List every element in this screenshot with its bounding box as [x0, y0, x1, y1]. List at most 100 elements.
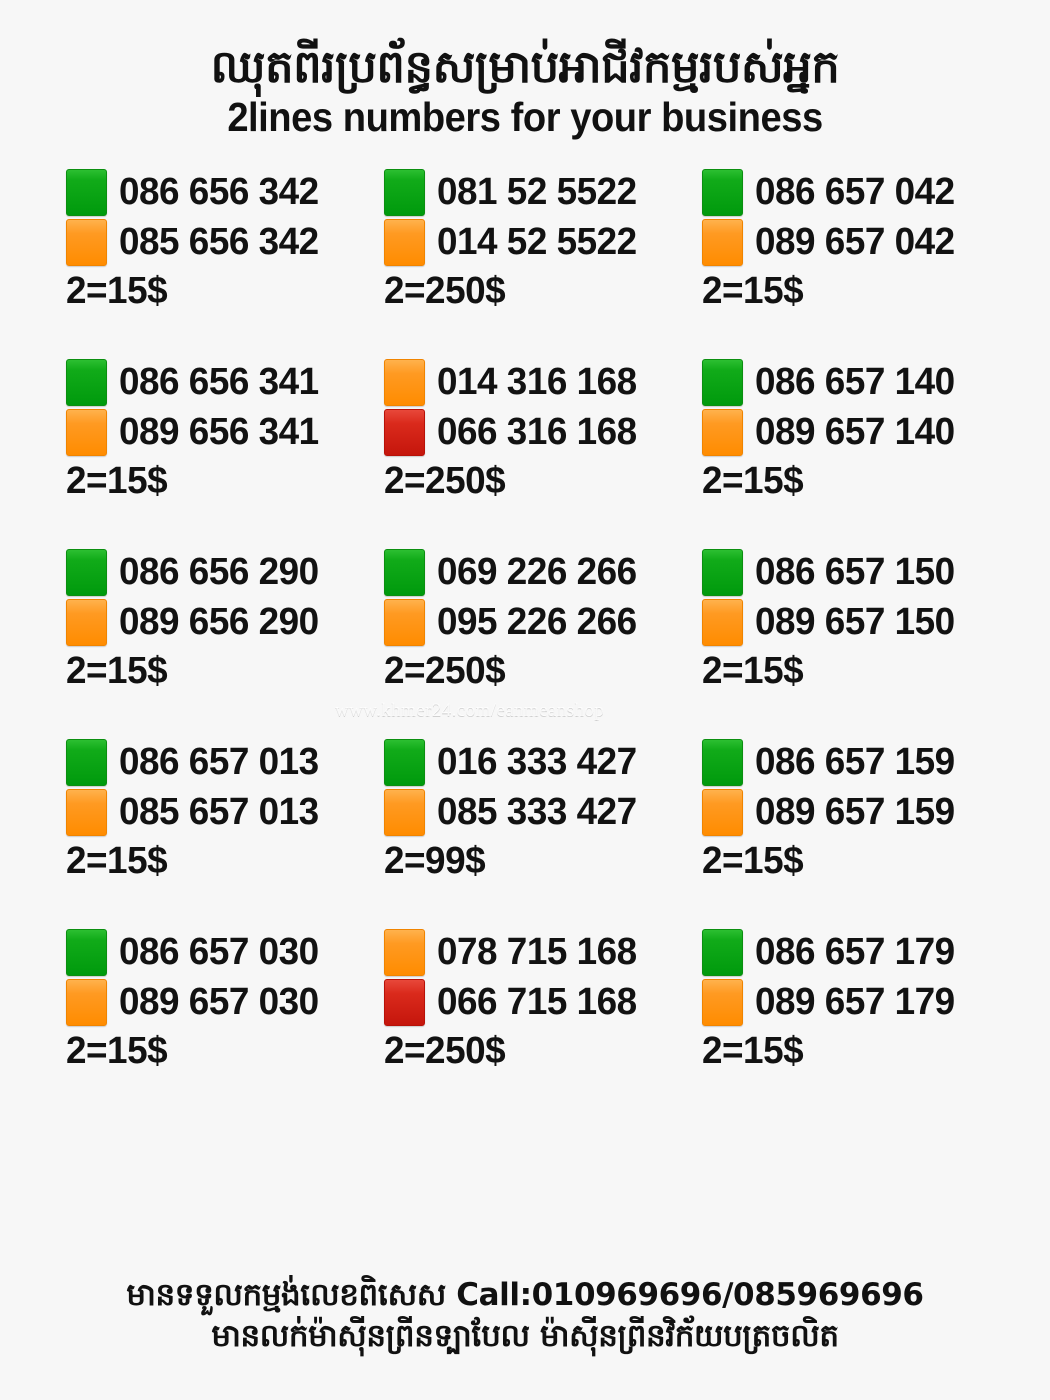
phone-number[interactable]: 089 657 030 — [119, 980, 319, 1023]
phone-number[interactable]: 066 316 168 — [437, 410, 637, 453]
orange-square-icon — [384, 928, 425, 976]
number-line: 086 656 341 — [66, 357, 384, 407]
poster-footer: មានទទួលកម្មង់លេខពិសេស Call:010969696/085… — [0, 1275, 1050, 1400]
phone-number[interactable]: 086 657 140 — [755, 360, 955, 403]
price-label: 2=15$ — [702, 650, 804, 693]
number-cell[interactable]: 016 333 427 085 333 427 2=99$ — [384, 737, 702, 883]
phone-number[interactable]: 081 52 5522 — [437, 170, 637, 213]
number-line: 089 656 290 — [66, 597, 384, 647]
price-label: 2=99$ — [384, 840, 486, 883]
green-square-icon — [66, 548, 107, 596]
phone-number[interactable]: 086 657 150 — [755, 550, 955, 593]
number-line: 066 715 168 — [384, 977, 702, 1027]
number-cell[interactable]: 086 657 159 089 657 159 2=15$ — [702, 737, 1020, 883]
phone-number[interactable]: 089 656 290 — [119, 600, 319, 643]
number-row: 086 656 342 085 656 342 2=15$ 081 52 5522 01… — [66, 167, 984, 313]
number-cell[interactable]: 069 226 266 095 226 266 2=250$ — [384, 547, 702, 693]
number-grid: 086 656 342 085 656 342 2=15$ 081 52 5522 01… — [0, 139, 1050, 1275]
number-line: 086 657 042 — [702, 167, 1020, 217]
number-line: 089 657 159 — [702, 787, 1020, 837]
number-cell[interactable]: 086 657 150 089 657 150 2=15$ — [702, 547, 1020, 693]
number-line: 089 657 140 — [702, 407, 1020, 457]
phone-number[interactable]: 085 333 427 — [437, 790, 637, 833]
number-line: 095 226 266 — [384, 597, 702, 647]
price-label: 2=15$ — [702, 460, 804, 503]
green-square-icon — [384, 738, 425, 786]
number-line: 086 657 159 — [702, 737, 1020, 787]
orange-square-icon — [384, 218, 425, 266]
phone-number[interactable]: 086 656 342 — [119, 170, 319, 213]
number-line: 089 657 030 — [66, 977, 384, 1027]
green-square-icon — [702, 548, 743, 596]
number-cell[interactable]: 086 657 042 089 657 042 2=15$ — [702, 167, 1020, 313]
phone-number[interactable]: 089 657 042 — [755, 220, 955, 263]
number-cell[interactable]: 086 656 341 089 656 341 2=15$ — [66, 357, 384, 503]
orange-square-icon — [66, 408, 107, 456]
green-square-icon — [384, 548, 425, 596]
price-label: 2=15$ — [702, 1030, 804, 1073]
number-row: 086 657 030 089 657 030 2=15$ 078 715 168 06… — [66, 927, 984, 1073]
green-square-icon — [384, 168, 425, 216]
number-line: 014 316 168 — [384, 357, 702, 407]
number-cell[interactable]: 086 656 342 085 656 342 2=15$ — [66, 167, 384, 313]
green-square-icon — [702, 928, 743, 976]
number-line: 086 656 290 — [66, 547, 384, 597]
number-cell[interactable]: 086 657 013 085 657 013 2=15$ — [66, 737, 384, 883]
number-row: 086 656 290 089 656 290 2=15$ 069 226 266 09… — [66, 547, 984, 693]
number-cell[interactable]: 086 657 179 089 657 179 2=15$ — [702, 927, 1020, 1073]
number-cell[interactable]: 014 316 168 066 316 168 2=250$ — [384, 357, 702, 503]
phone-number[interactable]: 089 657 140 — [755, 410, 955, 453]
phone-number[interactable]: 089 656 341 — [119, 410, 319, 453]
number-line: 086 657 140 — [702, 357, 1020, 407]
number-line: 086 656 342 — [66, 167, 384, 217]
orange-square-icon — [702, 408, 743, 456]
phone-number[interactable]: 086 656 341 — [119, 360, 319, 403]
number-cell[interactable]: 086 656 290 089 656 290 2=15$ — [66, 547, 384, 693]
green-square-icon — [66, 738, 107, 786]
footer-contact-line: មានទទួលកម្មង់លេខពិសេស Call:010969696/085… — [126, 1277, 924, 1314]
phone-number[interactable]: 069 226 266 — [437, 550, 637, 593]
phone-number[interactable]: 086 657 030 — [119, 930, 319, 973]
number-line: 016 333 427 — [384, 737, 702, 787]
phone-number[interactable]: 089 657 150 — [755, 600, 955, 643]
phone-number[interactable]: 085 656 342 — [119, 220, 319, 263]
number-line: 089 656 341 — [66, 407, 384, 457]
green-square-icon — [66, 928, 107, 976]
number-cell[interactable]: 081 52 5522 014 52 5522 2=250$ — [384, 167, 702, 313]
number-line: 078 715 168 — [384, 927, 702, 977]
phone-number[interactable]: 086 657 042 — [755, 170, 955, 213]
red-square-icon — [384, 408, 425, 456]
green-square-icon — [702, 168, 743, 216]
orange-square-icon — [384, 598, 425, 646]
phone-number[interactable]: 095 226 266 — [437, 600, 637, 643]
phone-number[interactable]: 089 657 159 — [755, 790, 955, 833]
phone-number[interactable]: 016 333 427 — [437, 740, 637, 783]
price-label: 2=15$ — [66, 1030, 168, 1073]
orange-square-icon — [66, 218, 107, 266]
phone-number[interactable]: 086 656 290 — [119, 550, 319, 593]
green-square-icon — [66, 168, 107, 216]
phone-number[interactable]: 086 657 013 — [119, 740, 319, 783]
number-cell[interactable]: 086 657 030 089 657 030 2=15$ — [66, 927, 384, 1073]
phone-number[interactable]: 086 657 159 — [755, 740, 955, 783]
page-title-khmer: ឈុតពីរប្រព័ន្ធសម្រាប់អាជីវកម្មរបស់អ្នក — [210, 40, 840, 93]
page-title-latin: 2lines numbers for your business — [227, 94, 823, 141]
phone-number[interactable]: 066 715 168 — [437, 980, 637, 1023]
phone-number[interactable]: 078 715 168 — [437, 930, 637, 973]
number-cell[interactable]: 078 715 168 066 715 168 2=250$ — [384, 927, 702, 1073]
phone-number[interactable]: 014 52 5522 — [437, 220, 637, 263]
green-square-icon — [702, 358, 743, 406]
phone-number[interactable]: 014 316 168 — [437, 360, 637, 403]
phone-number[interactable]: 089 657 179 — [755, 980, 955, 1023]
phone-number[interactable]: 085 657 013 — [119, 790, 319, 833]
number-row: 086 657 013 085 657 013 2=15$ 016 333 427 08… — [66, 737, 984, 883]
number-line: 086 657 179 — [702, 927, 1020, 977]
number-line: 086 657 030 — [66, 927, 384, 977]
orange-square-icon — [66, 788, 107, 836]
orange-square-icon — [702, 598, 743, 646]
number-line: 081 52 5522 — [384, 167, 702, 217]
number-cell[interactable]: 086 657 140 089 657 140 2=15$ — [702, 357, 1020, 503]
number-line: 066 316 168 — [384, 407, 702, 457]
phone-number[interactable]: 086 657 179 — [755, 930, 955, 973]
